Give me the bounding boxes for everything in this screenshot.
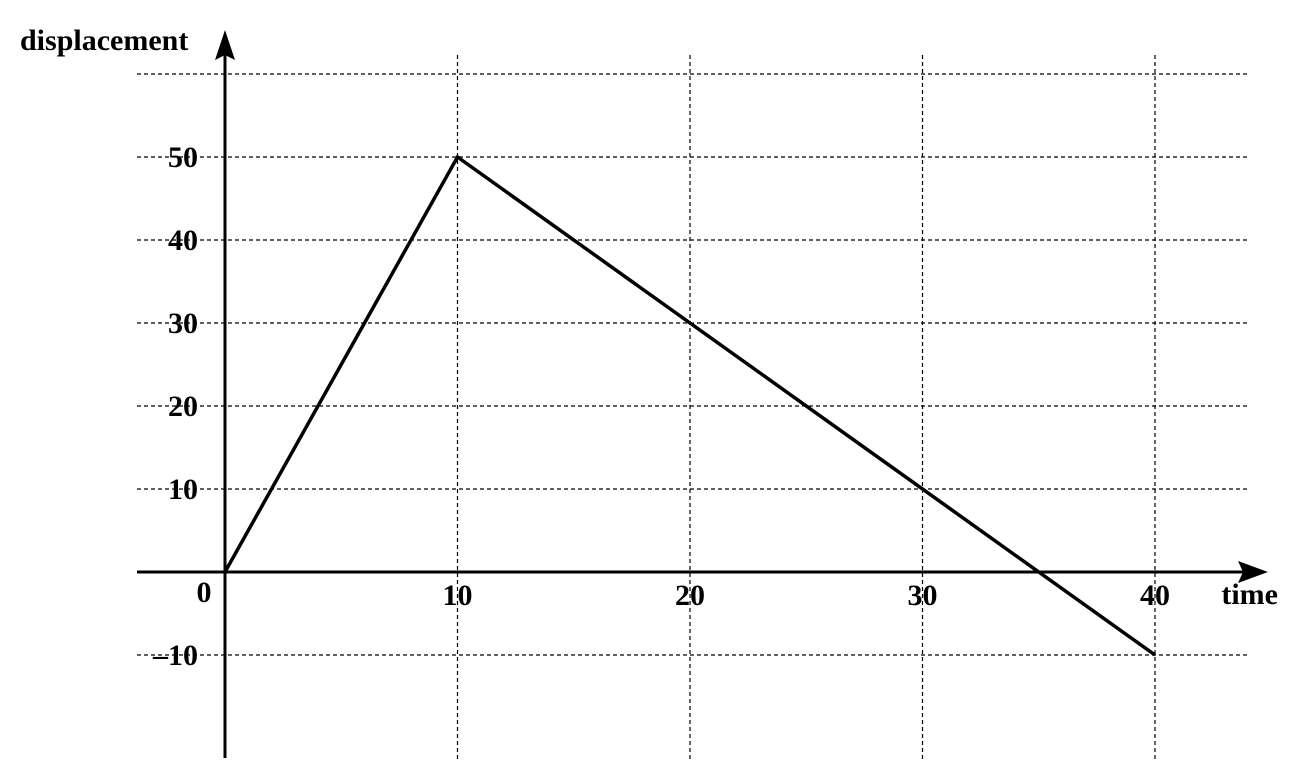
y-axis-arrow-icon — [215, 30, 235, 60]
x-axis-arrow-icon — [1238, 561, 1268, 583]
x-tick-label: 40 — [1140, 579, 1170, 612]
x-tick-label: 30 — [908, 579, 938, 612]
y-tick-label: 50 — [168, 141, 198, 174]
y-tick-label: –10 — [152, 639, 198, 672]
y-axis-label: displacement — [20, 24, 188, 57]
axes — [137, 30, 1268, 758]
series — [223, 154, 1157, 657]
origin-label: 0 — [197, 576, 212, 609]
x-axis-label: time — [1221, 578, 1278, 611]
y-tick-label: 10 — [168, 473, 198, 506]
tick-labels: 0 10 20 30 40 –10 10 20 30 40 50 — [152, 141, 1170, 672]
x-tick-label: 10 — [443, 579, 473, 612]
grid-lines — [137, 55, 1250, 760]
y-tick-label: 30 — [168, 307, 198, 340]
y-tick-label: 20 — [168, 390, 198, 423]
x-tick-label: 20 — [675, 579, 705, 612]
y-tick-label: 40 — [168, 224, 198, 257]
series-line-0 — [223, 154, 1157, 657]
